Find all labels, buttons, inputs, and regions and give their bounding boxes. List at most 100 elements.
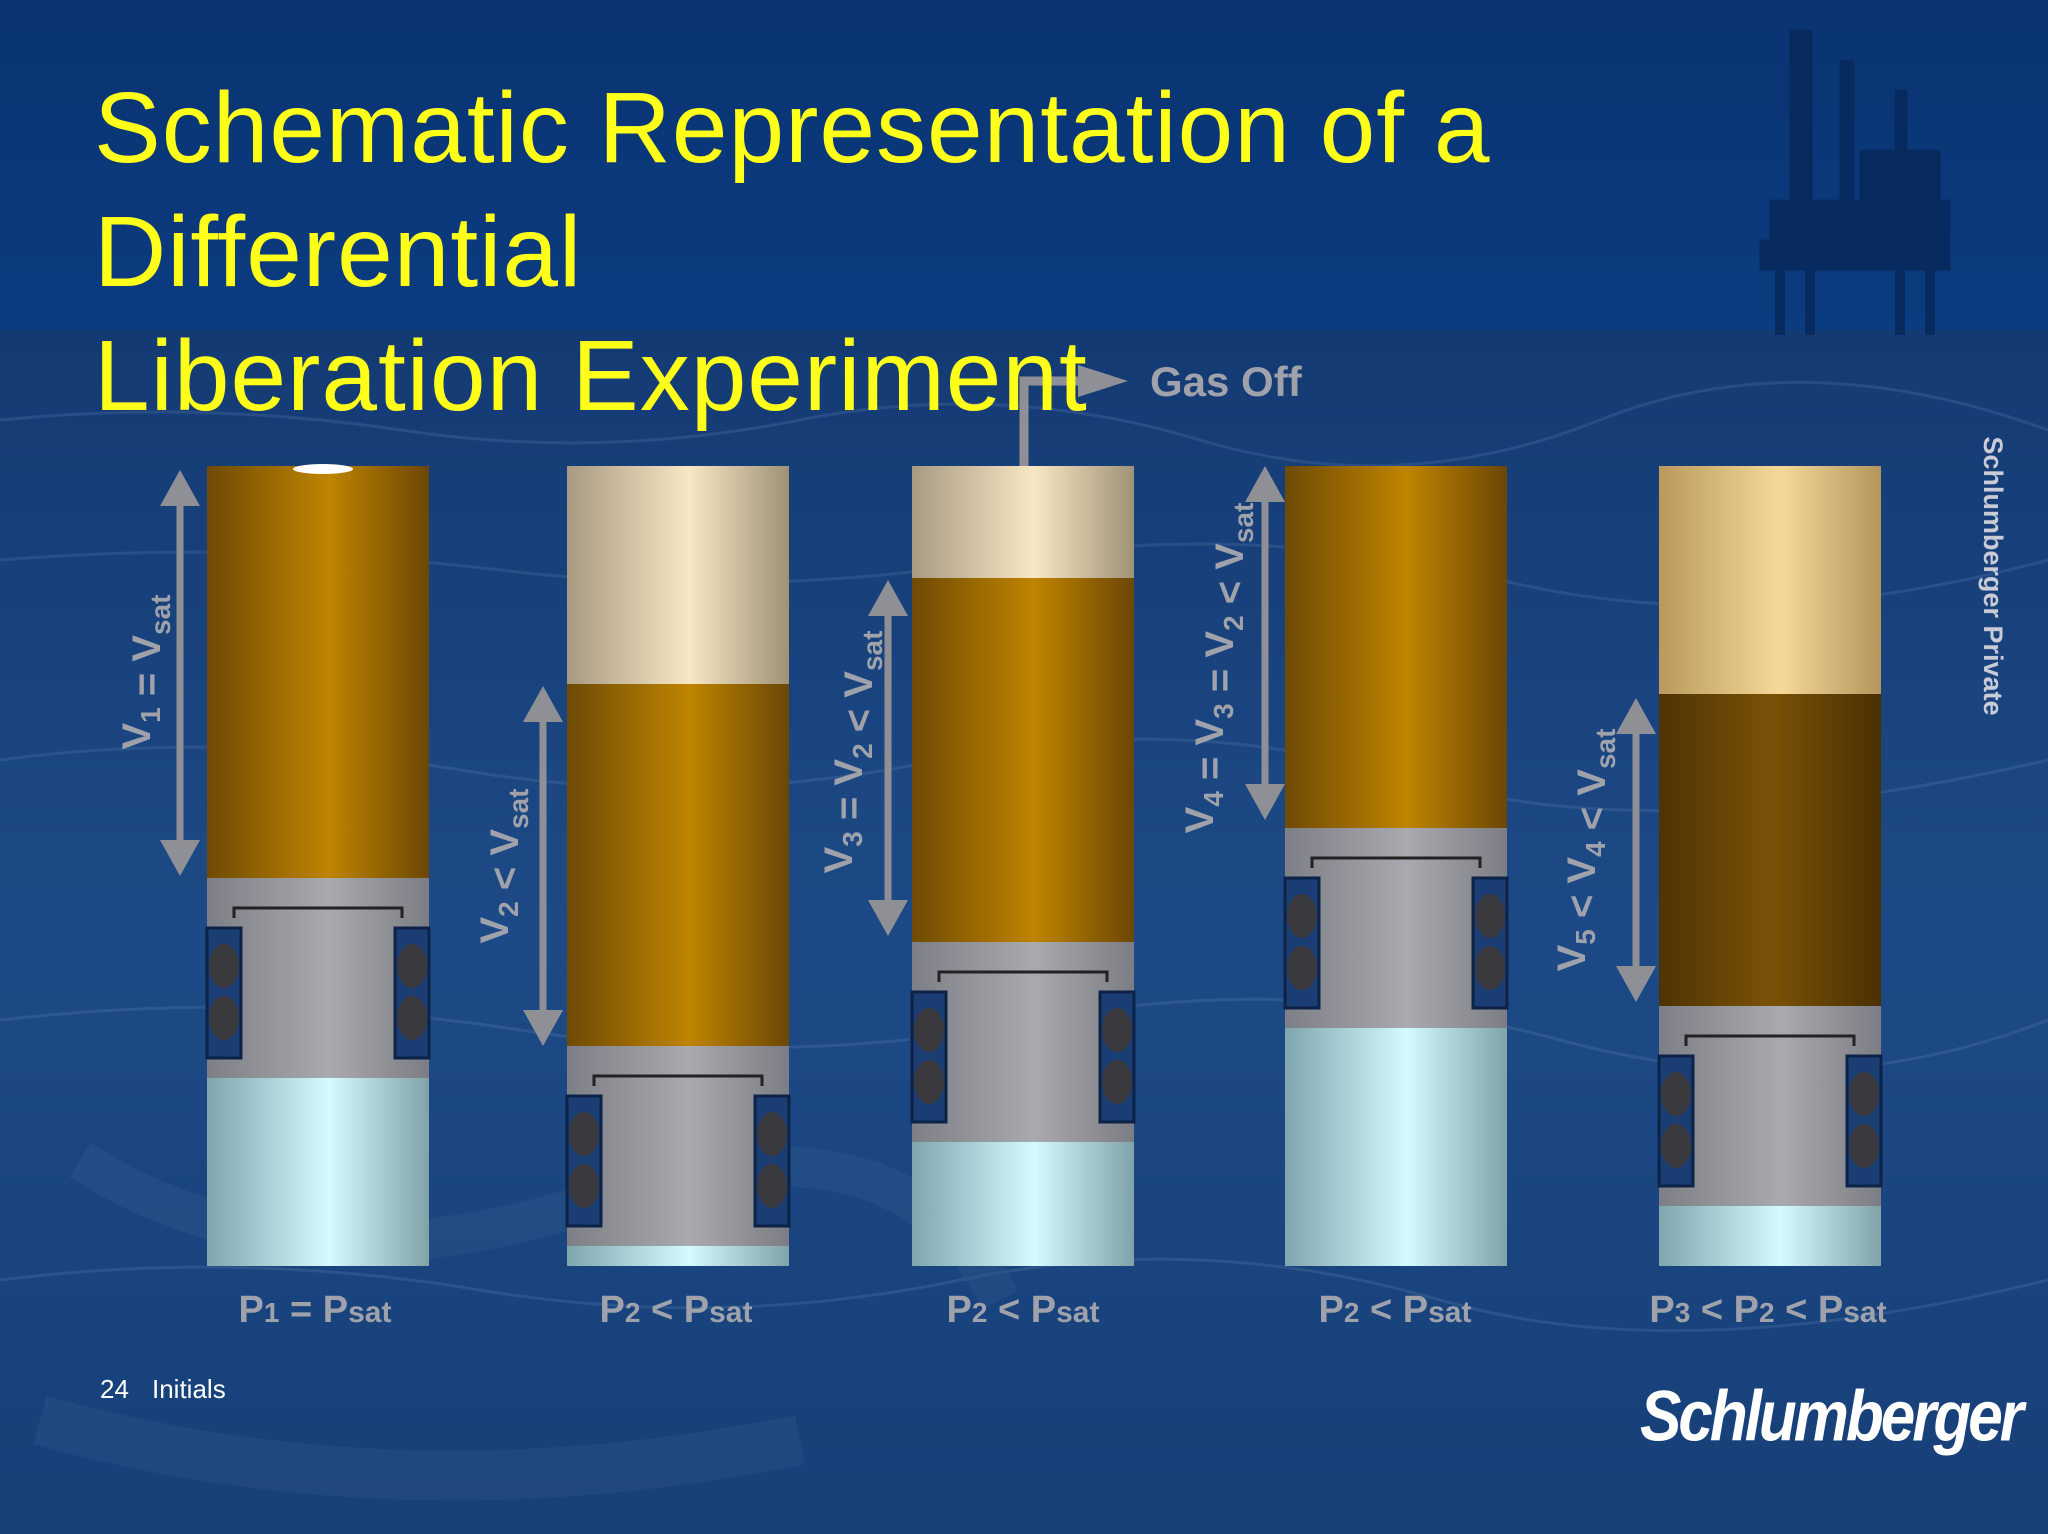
label-text: < P [1690, 1289, 1759, 1331]
label-text: P [239, 1289, 264, 1331]
classification-label: Schlumberger Private [1978, 436, 2008, 716]
label-text: V [473, 917, 517, 944]
label-subscript: 4 [1198, 791, 1229, 807]
pvt-cell-1 [205, 464, 431, 1266]
arrow-head-down [1245, 784, 1285, 820]
label-text: < V [1560, 857, 1604, 930]
label-subscript: sat [145, 595, 176, 635]
o-ring [1661, 1124, 1691, 1168]
piston [567, 1046, 789, 1246]
cell-highlight [293, 464, 353, 474]
pressure-label-3: P2 < Psat [947, 1289, 1100, 1331]
piston-handle [1310, 856, 1482, 868]
piston [912, 942, 1134, 1142]
arrow-head-up [1616, 698, 1656, 734]
arrow-head-down [1616, 966, 1656, 1002]
label-text: P [1319, 1289, 1344, 1331]
label-subscript: 2 [625, 1297, 641, 1328]
o-ring [569, 1164, 599, 1208]
pressure-label-5: P3 < P2 < Psat [1649, 1289, 1886, 1331]
label-text: < P [640, 1289, 709, 1331]
label-text: P [947, 1289, 972, 1331]
label-text: < P [987, 1289, 1056, 1331]
gas-layer [1659, 466, 1881, 694]
initials-label: Initials [152, 1374, 226, 1404]
pvt-cell-4 [1283, 466, 1509, 1266]
pressure-label-1: P1 = Psat [239, 1289, 392, 1331]
slide-title: Schematic Representation of a Differenti… [94, 66, 1854, 438]
gas-layer [567, 466, 789, 684]
o-ring [1287, 894, 1317, 938]
schlumberger-logo: Schlumberger [1640, 1377, 2024, 1457]
label-text: P [600, 1289, 625, 1331]
gas-off-label: Gas Off [1150, 358, 1303, 405]
label-subscript: sat [503, 789, 534, 829]
o-ring [397, 996, 427, 1040]
volume-label-1: V1 = Vsat [115, 595, 176, 750]
arrow-head-down [523, 1010, 563, 1046]
arrow-head-up [868, 580, 908, 616]
label-text: < V [837, 671, 881, 744]
o-ring [1102, 1008, 1132, 1052]
gas-layer [912, 466, 1134, 578]
label-subscript: 2 [1344, 1297, 1360, 1328]
arrow-head-up [160, 470, 200, 506]
label-subscript: 2 [1218, 615, 1249, 631]
label-text: < V [1208, 543, 1252, 616]
label-text: = P [279, 1289, 348, 1331]
label-text: P [1649, 1289, 1674, 1331]
page-number: 24 [100, 1374, 129, 1404]
label-subscript: sat [857, 631, 888, 671]
mercury-layer [567, 1246, 789, 1266]
piston-handle [937, 970, 1109, 982]
label-text: V [1550, 944, 1594, 971]
label-subscript: 2 [847, 743, 878, 759]
o-ring [209, 944, 239, 988]
label-text: V [1178, 806, 1222, 833]
label-subscript: 2 [493, 901, 524, 917]
oil-layer [1659, 694, 1881, 1006]
label-subscript: sat [1428, 1296, 1471, 1329]
piston [207, 878, 429, 1078]
o-ring [1475, 946, 1505, 990]
label-text: = V [827, 759, 871, 832]
piston-handle [592, 1074, 764, 1086]
label-text: < V [483, 829, 527, 902]
o-ring [757, 1164, 787, 1208]
label-text: < V [1570, 769, 1614, 842]
label-text: V [115, 723, 159, 750]
title-line-2: Liberation Experiment [94, 320, 1088, 432]
o-ring [914, 1060, 944, 1104]
piston-handle [1684, 1034, 1856, 1046]
label-text: V [817, 846, 861, 873]
oil-layer [567, 684, 789, 1046]
oil-layer [912, 578, 1134, 942]
o-ring [569, 1112, 599, 1156]
label-text: < P [1359, 1289, 1428, 1331]
o-ring [1849, 1124, 1879, 1168]
arrow-head-down [160, 840, 200, 876]
label-subscript: sat [1228, 503, 1259, 543]
o-ring [1102, 1060, 1132, 1104]
piston [1285, 828, 1507, 1028]
o-ring [1661, 1072, 1691, 1116]
o-ring [209, 996, 239, 1040]
mercury-layer [1285, 1028, 1507, 1266]
label-subscript: 4 [1580, 841, 1611, 857]
oil-layer [1285, 466, 1507, 828]
o-ring [914, 1008, 944, 1052]
volume-label-2: V2 < Vsat [473, 789, 534, 944]
pressure-label-4: P2 < Psat [1319, 1289, 1472, 1331]
volume-label-4: V4 = V3 = V2 < Vsat [1178, 503, 1259, 834]
piston-handle [232, 906, 404, 918]
label-subscript: sat [709, 1296, 752, 1329]
pvt-cells [205, 464, 1883, 1266]
label-subscript: sat [1590, 729, 1621, 769]
label-subscript: 3 [1208, 703, 1239, 719]
label-subscript: 1 [264, 1297, 280, 1328]
o-ring [1475, 894, 1505, 938]
label-subscript: sat [1056, 1296, 1099, 1329]
o-ring [397, 944, 427, 988]
label-subscript: 5 [1570, 929, 1601, 945]
